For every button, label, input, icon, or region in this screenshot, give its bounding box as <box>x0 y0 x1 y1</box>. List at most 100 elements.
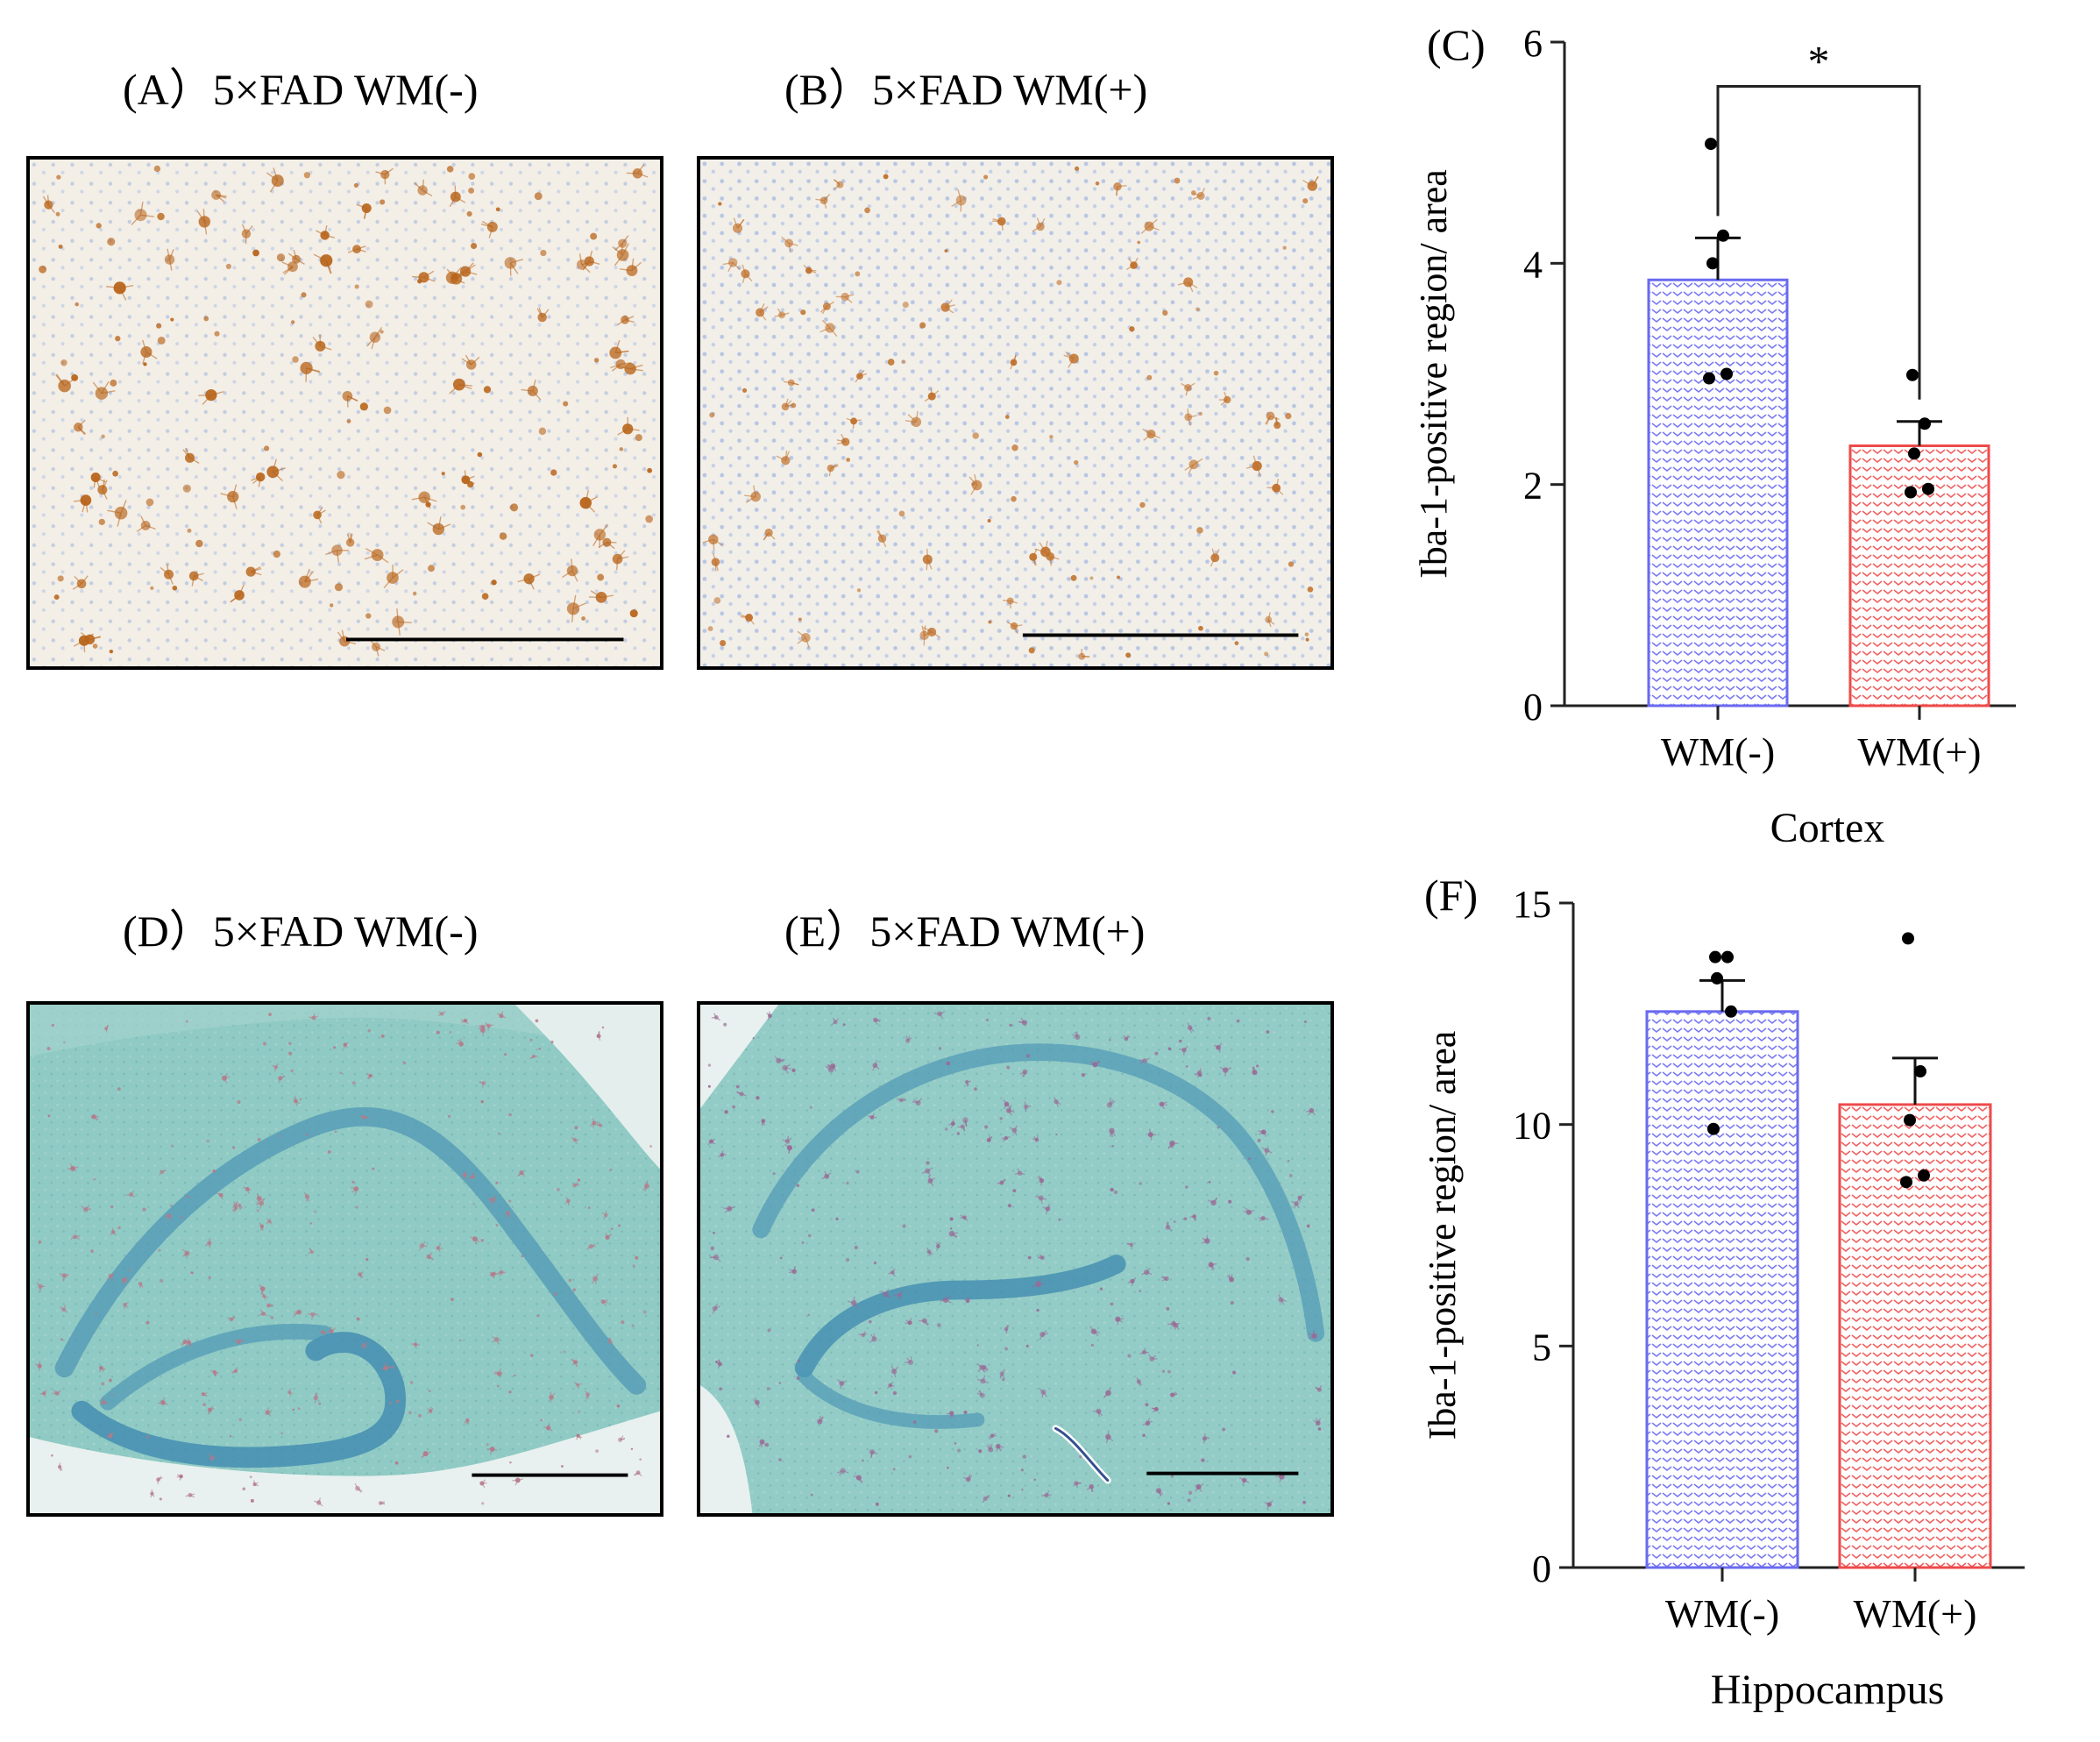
cell-process <box>474 1238 480 1243</box>
cell-process <box>472 1172 475 1177</box>
stained-cell <box>237 1099 241 1105</box>
data-point <box>1918 1169 1930 1182</box>
cell-process <box>616 558 619 571</box>
hippocampus-chart: 0 5 10 15 Iba-1-positive region/ area WM(-) WM… <box>1421 883 2025 1713</box>
cell-process <box>964 1120 968 1127</box>
stained-cell <box>864 207 870 214</box>
stained-cell <box>707 1063 712 1067</box>
cell-process <box>594 1278 597 1284</box>
stained-cell <box>949 1227 953 1230</box>
cell-process <box>295 259 305 265</box>
stained-cell <box>1154 1051 1159 1056</box>
cell-process <box>85 500 89 513</box>
cell-process <box>269 1220 273 1225</box>
cell-process <box>637 173 649 178</box>
cell-process <box>930 1177 936 1182</box>
cell-process <box>421 1453 426 1458</box>
cell-process <box>55 374 66 387</box>
stained-cell <box>521 1255 524 1258</box>
stained-cell <box>639 1458 642 1461</box>
cell-process <box>428 1255 434 1261</box>
cell-process <box>474 1239 478 1245</box>
cell-process <box>74 640 85 647</box>
cell-process <box>759 306 769 313</box>
cell-process <box>266 1407 269 1413</box>
cell-process <box>600 594 614 599</box>
cell-process <box>841 1380 848 1384</box>
cell-process <box>615 350 629 354</box>
stained-cell <box>238 1418 242 1421</box>
cell-process <box>126 1193 131 1196</box>
stained-cell <box>257 1137 261 1141</box>
cell-process <box>1213 1044 1219 1049</box>
scale-bar <box>472 1473 628 1477</box>
cell-process <box>507 1212 509 1218</box>
cell-process <box>1032 1283 1039 1288</box>
stained-cell <box>187 528 192 533</box>
stained-cell <box>535 1019 539 1023</box>
cell-process <box>359 1271 364 1276</box>
stained-cell <box>1266 1030 1270 1034</box>
stained-cell <box>988 620 992 624</box>
stained-cell <box>339 1071 342 1075</box>
cell-process <box>1001 1373 1005 1379</box>
stained-cell <box>1081 1073 1086 1077</box>
stained-cell <box>593 358 599 363</box>
cell-process <box>1200 188 1206 196</box>
cell-process <box>1252 455 1258 466</box>
cell-process <box>375 646 386 651</box>
cell-process <box>130 1191 135 1195</box>
cell-process <box>363 1345 366 1351</box>
cell-process <box>880 1291 887 1295</box>
stained-cell <box>1079 1454 1082 1459</box>
cell-process <box>346 395 349 408</box>
stained-cell <box>808 1234 812 1238</box>
stained-cell <box>306 1133 309 1136</box>
cell-process <box>733 217 739 229</box>
cell-process <box>471 356 480 366</box>
cell-process <box>481 1482 486 1489</box>
cell-process <box>982 1375 986 1382</box>
cell-process <box>81 575 89 585</box>
cell-process <box>1198 1482 1204 1488</box>
cell-process <box>571 608 574 622</box>
cell-process <box>179 1475 182 1481</box>
cell-process <box>1308 1335 1315 1340</box>
stained-cell <box>1307 586 1314 593</box>
stained-cell <box>869 1319 872 1324</box>
cell-process <box>621 243 629 256</box>
stained-cell <box>873 1261 877 1265</box>
cell-process <box>924 1320 928 1326</box>
stained-cell <box>926 1161 930 1165</box>
cell-process <box>1291 1200 1297 1205</box>
cell-process <box>336 550 339 563</box>
cell-process <box>1042 550 1051 558</box>
stained-cell <box>110 1205 114 1208</box>
cell-process <box>424 496 437 502</box>
stained-cell <box>856 588 862 593</box>
stained-cell <box>796 1376 800 1381</box>
cell-process <box>458 383 472 390</box>
cell-process <box>859 373 868 377</box>
cell-process <box>571 570 578 582</box>
cell-process <box>425 1451 431 1454</box>
cell-process <box>763 532 770 541</box>
cell-process <box>69 1163 74 1170</box>
cell-process <box>624 319 635 324</box>
cell-process <box>273 467 287 473</box>
data-point <box>1721 950 1734 963</box>
stained-cell <box>145 1320 150 1325</box>
cell-process <box>238 584 245 596</box>
cell-process <box>836 439 846 443</box>
stained-cell <box>380 1034 385 1038</box>
cell-process <box>231 1370 237 1373</box>
stained-cell <box>956 1132 961 1135</box>
cell-process <box>500 1015 507 1019</box>
stained-cell <box>320 231 330 240</box>
cell-process <box>1263 1131 1267 1138</box>
cell-process <box>1138 1381 1143 1386</box>
stained-cell <box>97 485 108 495</box>
cell-process <box>983 1380 990 1384</box>
cell-process <box>961 1126 966 1132</box>
stained-cell <box>1174 177 1181 184</box>
